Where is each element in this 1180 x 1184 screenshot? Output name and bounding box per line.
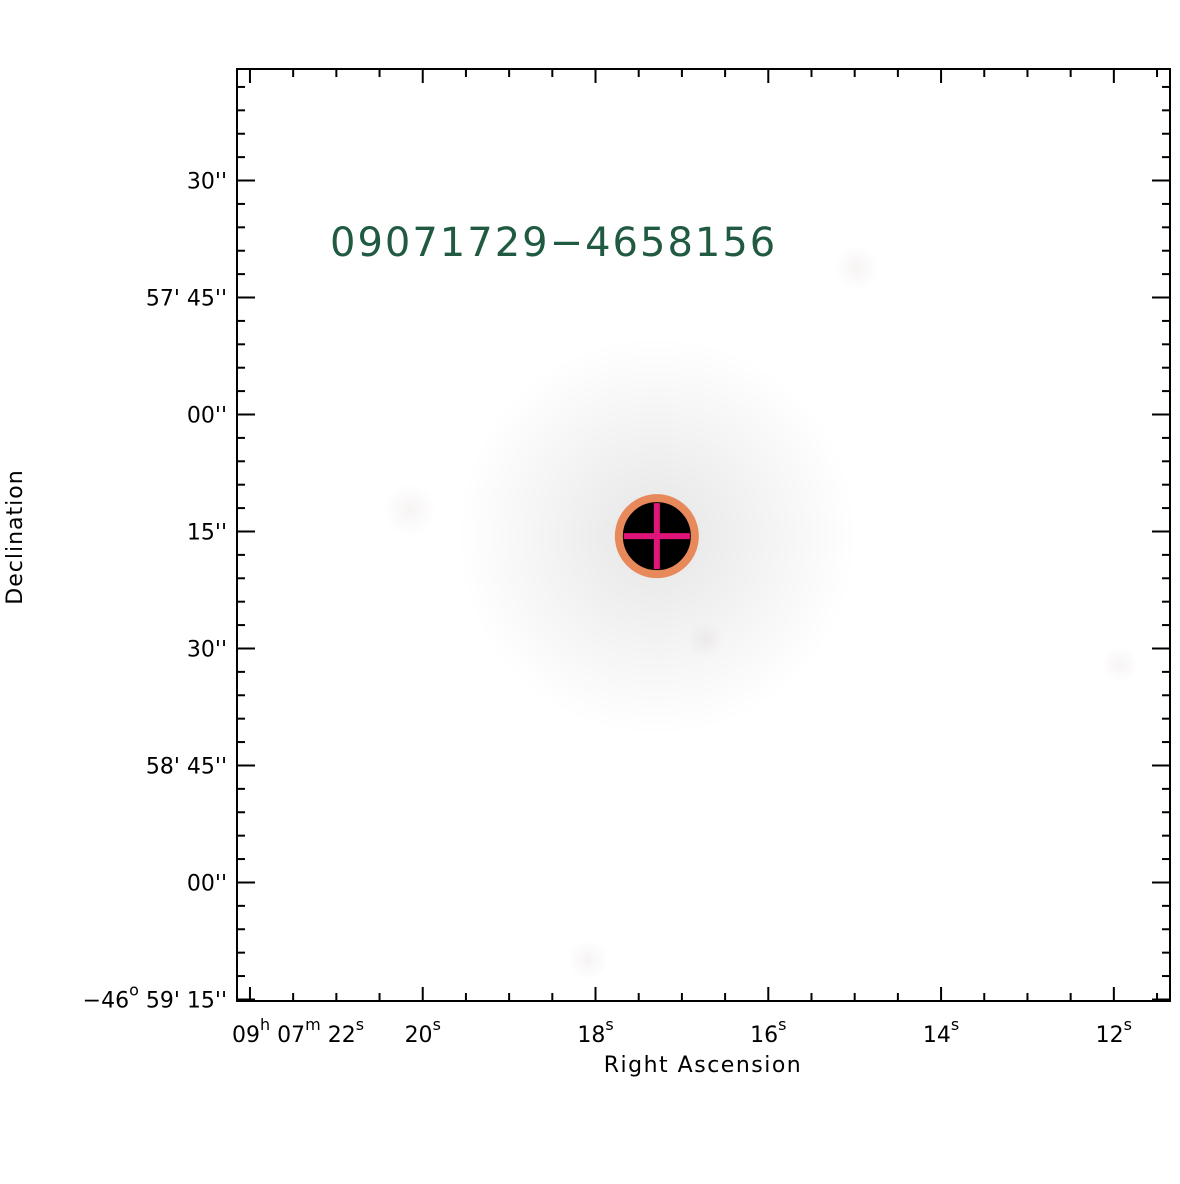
y-tick-label: 00'': [187, 404, 227, 429]
x-tick-label: 14s: [923, 1015, 959, 1048]
object-id-label: 09071729−4658156: [330, 220, 777, 266]
x-tick-label: 20s: [405, 1015, 441, 1048]
y-tick-label: −46o 59' 15'': [83, 980, 227, 1013]
faint-source: [384, 484, 436, 536]
y-tick-label: 00'': [187, 871, 227, 896]
x-tick-label: 09h 07m 22s: [232, 1015, 364, 1048]
y-tick-label: 30'': [187, 637, 227, 662]
y-tick-label: 58' 45'': [146, 754, 227, 779]
y-axis-label: Declination: [3, 469, 28, 604]
x-axis-label: Right Ascension: [604, 1053, 803, 1078]
x-axis-tick-labels: 09h 07m 22s 20s 18s 16s 14s 12s: [232, 1015, 1132, 1048]
y-axis-ticks: [237, 85, 1170, 1001]
y-tick-label: 57' 45'': [146, 287, 227, 312]
y-axis-tick-labels: 30'' 57' 45'' 00'' 15'' 30'' 58' 45'' 00'' −46o…: [83, 170, 227, 1014]
sky-image: [384, 246, 1138, 980]
x-tick-label: 12s: [1096, 1015, 1132, 1048]
plot-frame: [236, 68, 1171, 1002]
y-tick-label: 15'': [187, 520, 227, 545]
faint-source: [835, 246, 879, 290]
x-tick-label: 18s: [577, 1015, 613, 1048]
y-tick-label: 30'': [187, 170, 227, 195]
source-circle-marker: [614, 494, 699, 579]
x-tick-label: 16s: [750, 1015, 786, 1048]
x-axis-ticks: [248, 69, 1159, 1001]
faint-source: [568, 940, 608, 980]
faint-source: [1102, 647, 1138, 683]
